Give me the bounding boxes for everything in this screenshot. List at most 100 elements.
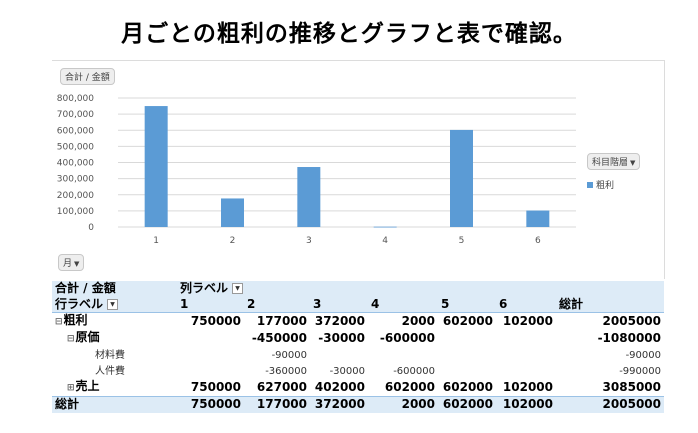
value-cell: -600000 [379,331,435,345]
value-cell [438,330,496,347]
row-total-cell: -90000 [625,349,661,361]
value-cell: 102000 [502,380,553,394]
legend-item: 粗利 [587,178,640,191]
grand-total-cell: 750000 [177,396,244,413]
grand-total-cell: 372000 [310,396,368,413]
grand-total-cell: 602000 [438,396,496,413]
column-header-total: 総計 [556,296,664,313]
value-cell: -360000 [265,365,307,377]
y-tick-label: 300,000 [57,175,94,185]
row-label-cell[interactable]: ⊟粗利 [52,312,177,330]
row-total-cell: -990000 [619,365,661,377]
value-cell [177,347,244,363]
row-label-cell[interactable]: ⊟原価 [52,330,177,347]
pivot-row: ⊞売上 750000 627000 402000 602000 602000 102000 3… [52,379,664,397]
x-tick-label: 2 [230,236,236,246]
row-label-cell[interactable]: 人件費 [52,363,177,379]
value-cell: -600000 [393,365,435,377]
dropdown-arrow-icon: ▼ [630,159,636,167]
row-label-cell[interactable]: ⊞売上 [52,379,177,397]
value-cell: -450000 [251,331,307,345]
value-cell [177,330,244,347]
row-labels-label: 行ラベル [55,296,104,311]
value-cell: 602000 [442,380,493,394]
value-cell [496,363,556,379]
month-field-label: 月 [63,259,73,269]
column-labels-label: 列ラベル [180,281,229,296]
value-cell: 402000 [314,380,365,394]
row-label-cell[interactable]: 材料費 [52,347,177,363]
y-tick-label: 0 [88,223,94,233]
dropdown-arrow-icon: ▼ [74,260,80,268]
column-header: 1 [177,296,244,313]
row-total-cell: 3085000 [602,380,661,394]
row-label: 原価 [75,330,100,344]
y-tick-label: 400,000 [57,159,94,169]
legend-field-button[interactable]: 科目階層 ▼ [587,153,641,170]
bar[interactable] [144,106,168,227]
pivot-column-header-row: 行ラベル ▼ 1 2 3 4 5 6 総計 [52,296,664,313]
pivot-row: 人件費 -360000 -30000 -600000 -990000 [52,363,664,379]
y-tick-label: 500,000 [57,142,94,152]
chart-plot: 0 100,000 200,000 300,000 400,000 500,000 600,… [57,94,576,246]
value-cell [368,347,438,363]
bar[interactable] [373,226,397,228]
grand-total-cell: 102000 [496,396,556,413]
x-tick-label: 5 [459,236,465,246]
column-header: 3 [310,296,368,313]
value-cell [496,347,556,363]
y-tick-label: 200,000 [57,191,94,201]
row-total-cell: 2005000 [556,312,664,330]
value-cell: 750000 [177,312,244,330]
value-cell: 2000 [368,312,438,330]
y-tick-label: 100,000 [57,207,94,217]
value-cell: 177000 [244,312,310,330]
value-field-button[interactable]: 合計 / 金額 [60,68,115,85]
row-label: 粗利 [63,313,88,327]
bar[interactable] [526,210,550,227]
row-label: 売上 [75,379,100,393]
pivot-row: ⊟粗利 750000 177000 372000 2000 602000 102000 200… [52,312,664,330]
y-tick-label: 800,000 [57,94,94,104]
value-cell: 372000 [310,312,368,330]
value-cell: -30000 [318,331,365,345]
pivot-row: ⊟原価 -450000 -30000 -600000 -1080000 [52,330,664,347]
collapse-icon[interactable]: ⊟ [67,334,75,344]
legend-item-label: 粗利 [596,181,615,191]
legend-swatch [587,181,593,188]
value-cell [438,363,496,379]
bar[interactable] [297,167,321,227]
row-labels-header[interactable]: 行ラベル ▼ [52,296,177,313]
value-cell: -30000 [329,365,365,377]
page-title: 月ごとの粗利の推移とグラフと表で確認。 [121,21,577,47]
row-label: 人件費 [95,366,125,377]
pivot-chart[interactable]: 0 100,000 200,000 300,000 400,000 500,000 600,… [52,60,665,279]
bar[interactable] [450,129,473,227]
expand-icon[interactable]: ⊞ [67,383,75,393]
column-labels-header[interactable]: 列ラベル ▼ [177,281,664,297]
pivot-row: 材料費 -90000 -90000 [52,347,664,363]
collapse-icon[interactable]: ⊟ [55,317,63,327]
row-label: 材料費 [95,350,125,361]
filter-dropdown-icon[interactable]: ▼ [107,298,119,310]
row-total-cell: -1080000 [597,331,661,345]
x-tick-label: 3 [306,236,312,246]
grand-total-label: 総計 [52,396,177,413]
value-cell: 602000 [438,312,496,330]
column-header: 6 [496,296,556,313]
bar[interactable] [221,198,244,227]
value-cell [177,363,244,379]
x-tick-label: 6 [535,236,541,246]
value-cell: 627000 [256,380,307,394]
filter-dropdown-icon[interactable]: ▼ [232,283,244,295]
value-cell [496,330,556,347]
y-tick-label: 600,000 [57,126,94,136]
value-cell: -90000 [271,349,307,361]
y-tick-label: 700,000 [57,110,94,120]
grand-total-value: 2005000 [556,396,664,413]
grand-total-cell: 177000 [244,396,310,413]
pivot-table[interactable]: 合計 / 金額 列ラベル ▼ 行ラベル ▼ 1 2 3 4 5 6 総計 ⊟粗利 75… [52,281,664,413]
values-field-header[interactable]: 合計 / 金額 [52,281,177,297]
value-cell: 750000 [190,380,241,394]
month-field-button[interactable]: 月 ▼ [58,254,85,271]
